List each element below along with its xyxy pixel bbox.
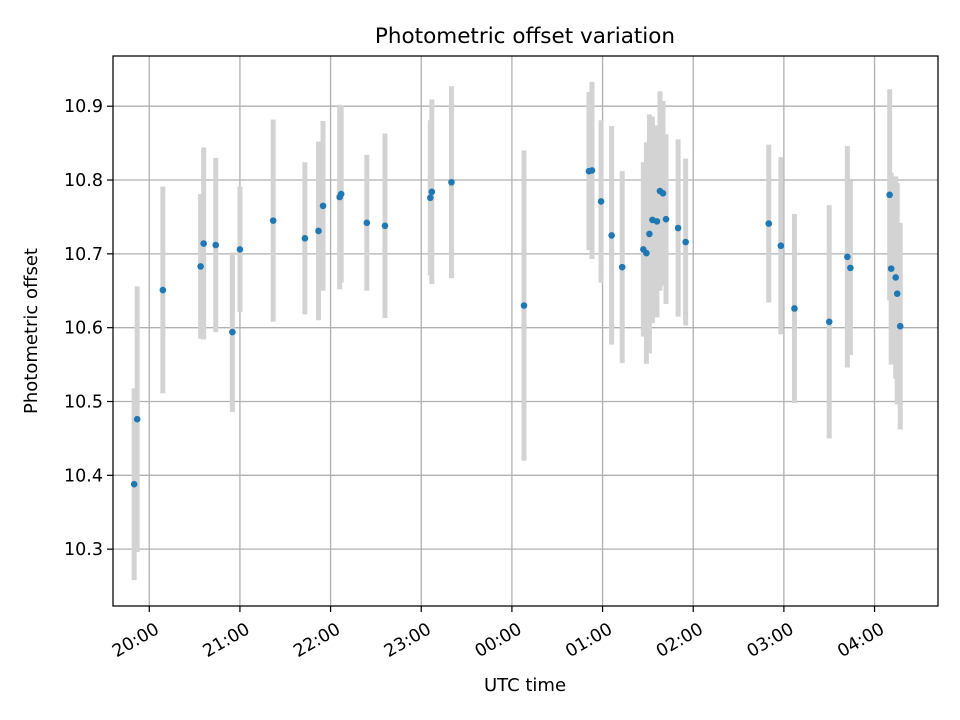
data-point [682,238,689,246]
plot-area-frame [112,55,939,607]
data-point [229,328,236,336]
data-point [844,253,851,261]
y-tick-label: 10.3 [64,540,103,560]
data-point [847,264,854,272]
chart-title: Photometric offset variation [375,24,675,49]
data-point [200,240,207,247]
data-point [791,305,798,312]
data-point [659,190,667,197]
data-point [765,220,773,227]
data-point [212,241,220,249]
data-point [428,188,436,196]
y-tick-label: 10.8 [64,171,103,191]
data-point [896,322,904,330]
data-point [892,274,899,281]
data-point [825,318,833,326]
data-point [269,217,277,224]
y-axis-ticks: 10.3 10.4 10.5 10.6 10.7 10.8 10.9 [64,97,113,560]
data-point [319,202,327,210]
data-point [662,215,670,223]
data-point [653,218,661,225]
data-point [597,198,605,205]
y-tick-label: 10.9 [64,97,103,117]
data-point [133,415,141,423]
data-point [159,286,167,294]
data-point [427,194,434,202]
data-points [130,167,904,488]
y-axis-label: Photometric offset [21,248,42,414]
data-point [381,222,389,230]
data-point [608,232,615,239]
data-point [674,224,682,232]
x-axis-label: UTC time [484,675,566,696]
data-point [588,167,596,174]
y-tick-label: 10.5 [64,393,103,413]
data-point [301,235,309,242]
data-point [363,219,371,227]
data-point [893,290,901,298]
y-tick-label: 10.7 [64,245,103,265]
data-point [618,263,626,271]
data-point [197,263,204,270]
y-tick-label: 10.6 [64,319,103,339]
data-point [337,190,345,198]
data-point [887,265,895,272]
data-point [886,191,893,199]
data-point [130,480,138,488]
data-point [646,230,653,238]
data-point [520,302,528,309]
data-point [448,178,455,186]
data-point [643,249,650,257]
data-point [315,227,322,235]
y-tick-label: 10.4 [64,466,103,486]
data-point [236,246,244,253]
data-point [777,242,785,250]
